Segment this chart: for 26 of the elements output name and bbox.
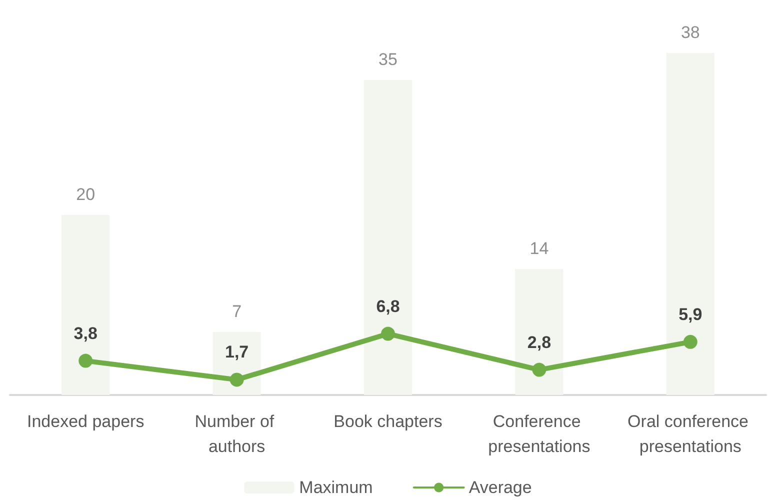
data-label: 1,7 [224, 342, 249, 362]
data-label: 2,8 [527, 332, 552, 352]
data-label: 5,9 [678, 304, 702, 324]
x-tick-label: Conference presentations [488, 412, 590, 456]
data-label: 3,8 [74, 324, 98, 343]
point [532, 362, 546, 377]
data-label: 6,8 [376, 296, 400, 316]
point [683, 334, 698, 349]
legend-label: Maximum [299, 478, 373, 497]
bar [666, 53, 714, 395]
point [230, 372, 244, 387]
x-tick-label: Oral conference presentations [628, 412, 754, 456]
data-label: 20 [76, 185, 96, 204]
bar [364, 80, 412, 395]
point [381, 326, 395, 341]
x-tick-label: Book chapters [334, 412, 442, 431]
data-label: 14 [530, 239, 549, 258]
x-tick-label: Indexed papers [27, 412, 144, 431]
legend-label: Average [468, 478, 532, 497]
data-label: 7 [232, 302, 242, 321]
bar [62, 215, 110, 395]
bar [515, 269, 564, 395]
data-label: 38 [680, 23, 700, 42]
point [78, 354, 93, 368]
x-tick-label: Number of authors [194, 412, 279, 456]
data-label: 35 [378, 50, 398, 69]
